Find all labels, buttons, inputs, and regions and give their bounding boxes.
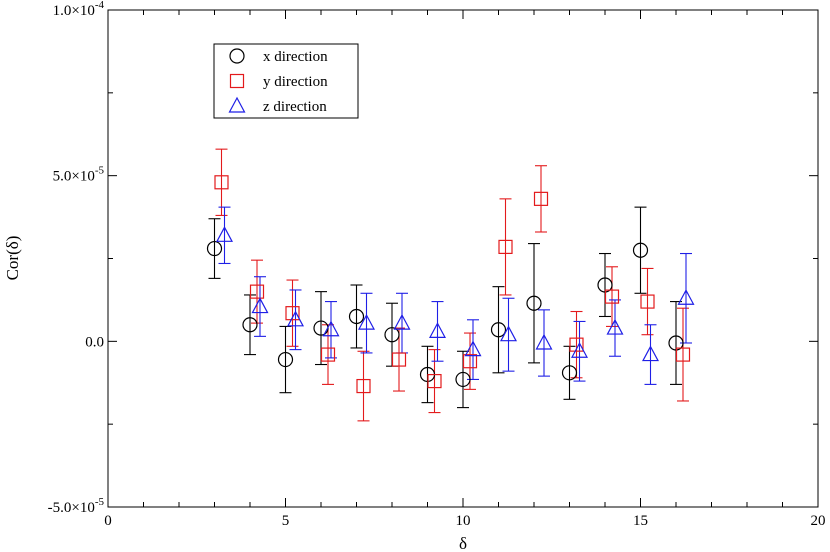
x-circle-marker: [277, 351, 294, 368]
y-square-marker: [640, 294, 655, 309]
y-tick-label: 0.0: [85, 334, 104, 350]
z-triangle-marker: [357, 313, 376, 330]
x-tick-label: 5: [282, 513, 290, 529]
x-circle-marker: [561, 365, 578, 381]
x-circle-marker: [242, 317, 258, 333]
y-square-marker: [498, 239, 513, 255]
y-tick-exponent: -5: [95, 496, 105, 508]
y-tick-exponent: -5: [95, 165, 105, 177]
x-circle-marker: [206, 240, 223, 257]
x-circle-marker: [384, 327, 400, 343]
y-square-marker: [427, 373, 442, 389]
y-square-marker: [462, 354, 478, 369]
z-triangle-marker: [464, 340, 482, 357]
legend-z-label: z direction: [263, 99, 327, 115]
z-triangle-marker: [215, 226, 234, 242]
y-square-marker: [391, 352, 407, 367]
y-square-marker: [604, 289, 620, 304]
y-tick-label: 1.0×10-4: [53, 0, 105, 19]
y-square-marker: [285, 306, 300, 321]
legend-x-label: x direction: [263, 49, 328, 65]
z-triangle-marker: [322, 320, 340, 337]
y-tick-label: -5.0×10-5: [48, 496, 105, 516]
y-square-marker: [569, 337, 584, 352]
data-markers: [206, 175, 695, 394]
x-circle-marker: [490, 322, 507, 338]
z-triangle-marker: [535, 333, 553, 350]
legend-y-marker: [229, 73, 245, 89]
y-tick-label: 5.0×10-5: [53, 165, 105, 185]
y-square-marker: [320, 347, 336, 362]
x-axis-title: δ: [459, 534, 467, 552]
y-axis-title: Cor(δ): [3, 236, 22, 281]
x-tick-label: 15: [633, 513, 648, 529]
legend-z-marker: [228, 96, 246, 113]
axis-ticks: 0 5 10 15 20 -5.0×10-5 0.0 5.0×10-5 1.0×10-4: [48, 0, 826, 529]
x-tick-label: 0: [104, 513, 112, 529]
y-square-marker: [533, 191, 549, 206]
y-square-marker: [249, 284, 265, 299]
x-tick-label: 20: [811, 513, 826, 529]
z-triangle-marker: [428, 322, 447, 338]
z-triangle-marker: [393, 313, 411, 330]
error-bars: [208, 148, 692, 422]
x-circle-marker: [632, 242, 649, 258]
x-tick-label: 10: [456, 513, 471, 529]
y-square-marker: [214, 175, 229, 190]
legend: x direction y direction z direction: [213, 43, 359, 119]
y-square-marker: [675, 347, 691, 362]
y-square-marker: [356, 378, 371, 394]
y-tick-exponent: -4: [95, 0, 105, 11]
z-triangle-marker: [499, 325, 518, 342]
legend-box: [213, 43, 359, 119]
z-triangle-marker: [641, 345, 660, 362]
legend-y-label: y direction: [263, 74, 328, 90]
x-circle-marker: [455, 371, 471, 388]
x-circle-marker: [348, 308, 365, 325]
x-circle-marker: [526, 295, 542, 311]
z-triangle-marker: [570, 342, 589, 358]
z-triangle-marker: [677, 288, 695, 305]
z-triangle-marker: [286, 310, 305, 327]
z-triangle-marker: [251, 297, 269, 314]
legend-x-marker: [229, 48, 245, 64]
z-triangle-marker: [606, 318, 624, 335]
